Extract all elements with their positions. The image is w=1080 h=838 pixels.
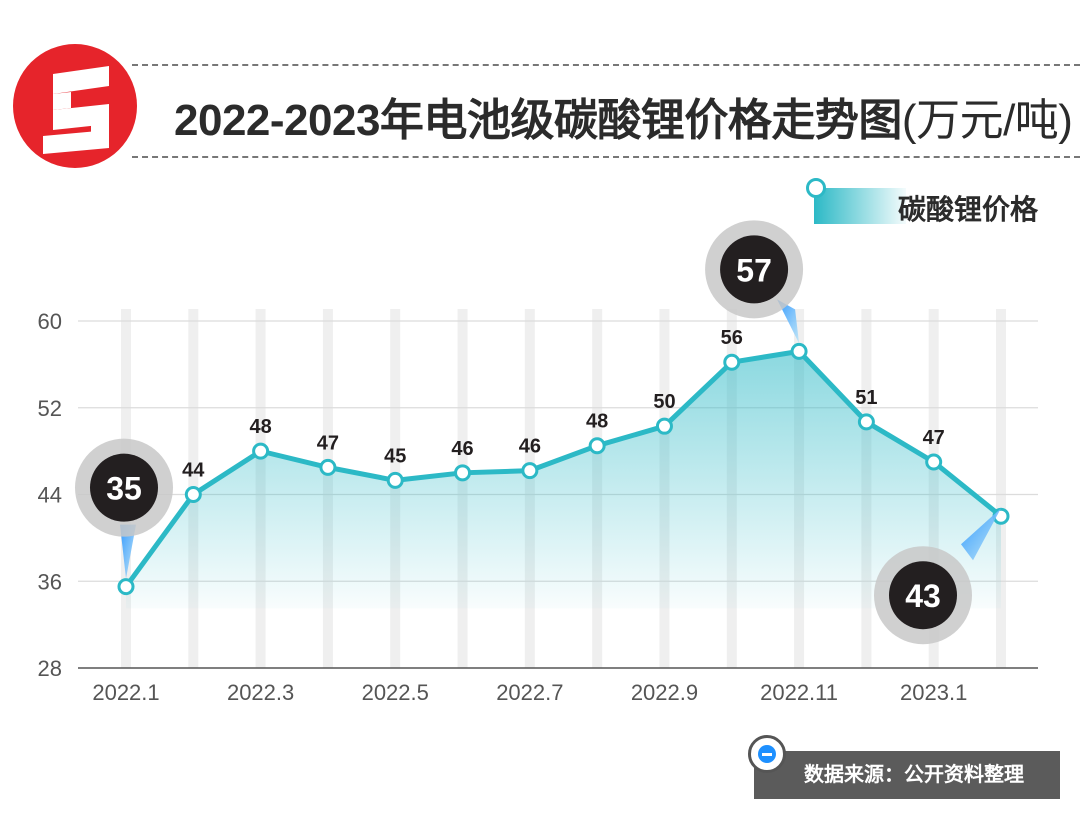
data-point <box>588 437 606 455</box>
data-point <box>184 486 202 503</box>
data-label: 44 <box>182 460 205 482</box>
y-tick-label: 52 <box>38 396 62 421</box>
header-rule-bottom <box>132 156 1080 158</box>
data-point <box>655 417 673 435</box>
data-point <box>454 464 472 482</box>
data-point <box>723 353 741 371</box>
y-tick-label: 28 <box>38 656 62 681</box>
data-source: 数据来源：公开资料整理 <box>748 735 1068 801</box>
callout-badge <box>720 235 789 304</box>
x-tick-label: 2022.11 <box>760 680 838 705</box>
legend-marker <box>806 178 826 198</box>
x-tick-label: 2022.7 <box>496 680 563 705</box>
area-fill <box>126 351 1001 609</box>
y-tick-label: 36 <box>38 569 62 594</box>
data-point <box>319 458 337 476</box>
data-label: 50 <box>653 391 675 413</box>
data-label: 48 <box>586 411 608 433</box>
data-point <box>521 462 539 480</box>
source-text: 数据来源：公开资料整理 <box>754 751 1060 799</box>
legend: 碳酸锂价格 <box>806 178 1056 226</box>
y-tick-label: 44 <box>38 483 62 508</box>
x-tick-label: 2022.3 <box>227 680 294 705</box>
x-tick-label: 2022.9 <box>631 680 698 705</box>
data-point <box>386 471 404 489</box>
data-point <box>117 578 135 596</box>
data-point <box>790 342 808 360</box>
title-unit: (万元/吨) <box>901 96 1073 145</box>
series-line <box>123 348 1003 589</box>
x-tick-label: 2022.5 <box>362 680 429 705</box>
callout-badge <box>889 561 957 630</box>
data-label: 48 <box>249 416 271 438</box>
x-tick-label: 2023.1 <box>900 680 967 705</box>
data-label: 51 <box>855 387 877 409</box>
title-main: 2022-2023年电池级碳酸锂价格走势图 <box>174 96 902 145</box>
x-tick-label: 2022.1 <box>92 680 159 705</box>
data-point <box>857 413 875 431</box>
data-label: 45 <box>384 445 406 467</box>
callout-value: 43 <box>905 578 941 614</box>
legend-swatch <box>814 188 906 224</box>
chart-title: 2022-2023年电池级碳酸锂价格走势图(万元/吨) <box>174 84 1074 148</box>
callout-pointer <box>961 508 1001 561</box>
callout-value: 57 <box>736 252 772 288</box>
callout-badge <box>90 453 158 522</box>
data-label: 46 <box>519 436 541 458</box>
logo-s-mark <box>43 66 109 154</box>
data-point <box>252 442 270 460</box>
data-point <box>925 453 943 471</box>
y-tick-label: 60 <box>38 309 62 334</box>
callout-pointer <box>777 299 800 344</box>
data-label: 47 <box>317 432 339 454</box>
data-label: 56 <box>721 327 743 349</box>
header-rule-top <box>132 64 1080 66</box>
callout-pointer <box>120 524 136 579</box>
minus-icon <box>748 735 786 773</box>
brand-logo <box>13 44 137 168</box>
data-label: 46 <box>451 438 473 460</box>
data-label: 47 <box>923 427 945 449</box>
legend-label: 碳酸锂价格 <box>898 194 1039 225</box>
callout-value: 35 <box>106 471 142 507</box>
